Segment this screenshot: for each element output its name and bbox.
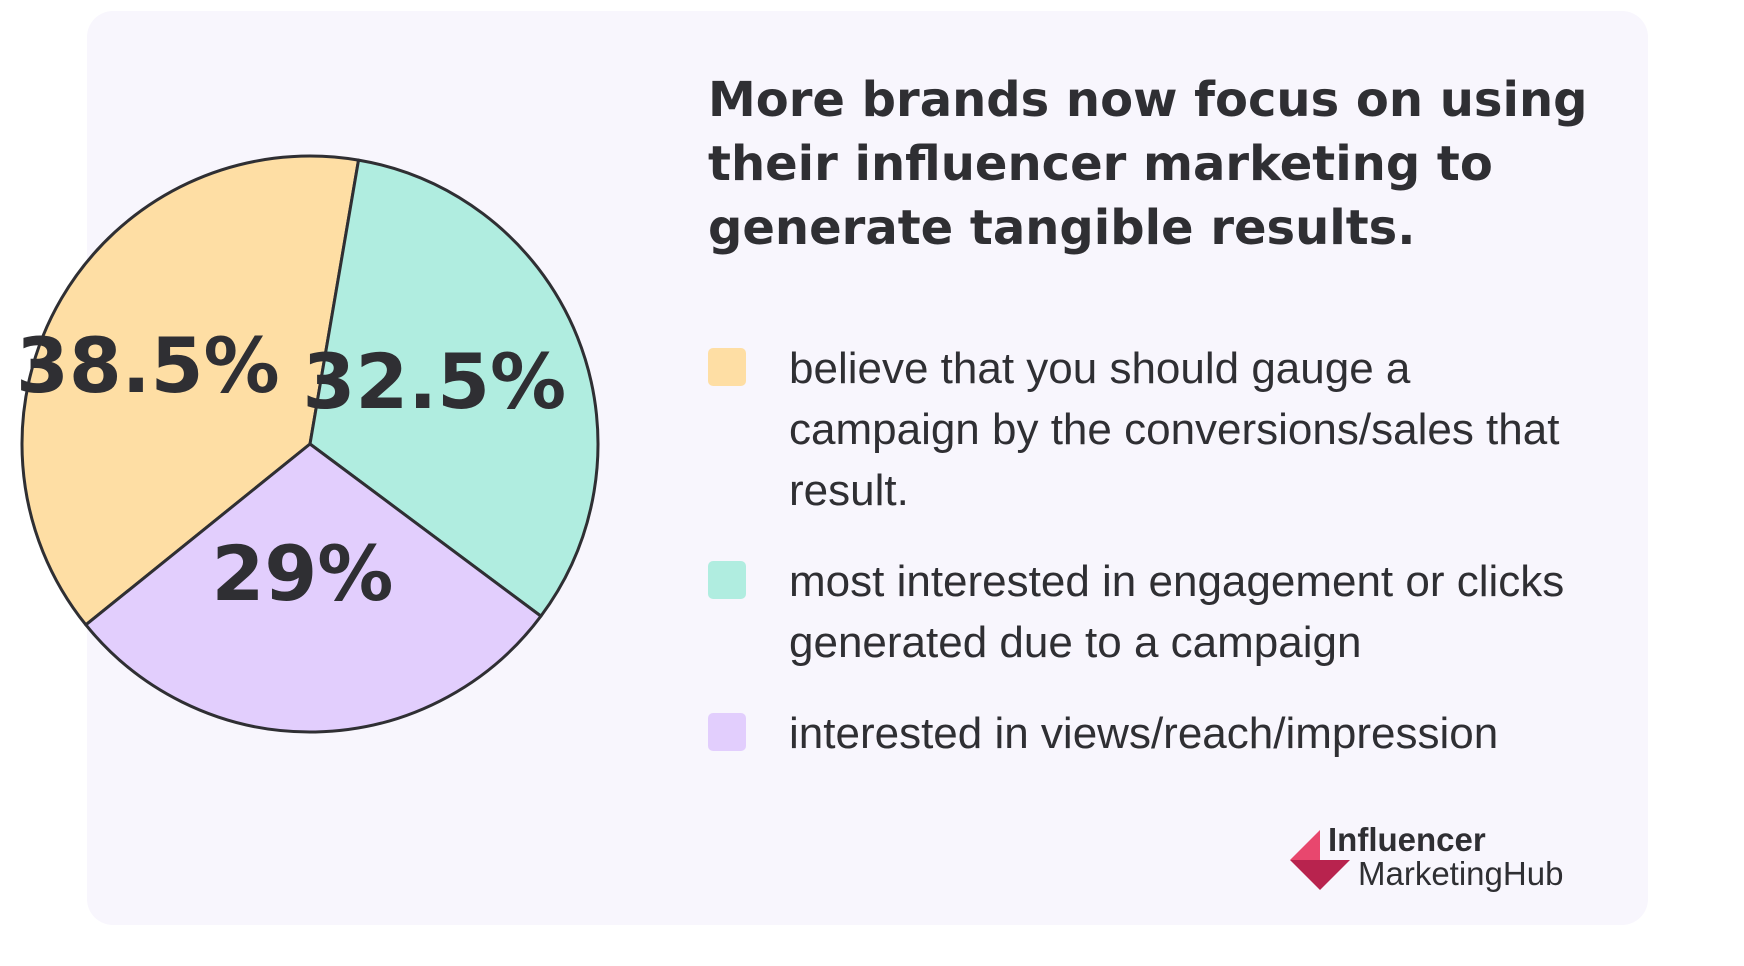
legend-item-views: interested in views/reach/impression xyxy=(708,703,1608,764)
logo-text-influencer: Influencer xyxy=(1328,821,1486,858)
legend-swatch-engagement xyxy=(708,561,746,599)
legend-item-engagement: most interested in engagement or clicks … xyxy=(708,551,1608,673)
slice-label-conversions: 38.5% xyxy=(16,321,280,410)
legend-swatch-views xyxy=(708,713,746,751)
chart-title: More brands now focus on using their inf… xyxy=(708,72,1588,256)
legend-label-engagement: most interested in engagement or clicks … xyxy=(789,557,1565,667)
logo-text-marketinghub: MarketingHub xyxy=(1358,855,1564,892)
legend: believe that you should gauge a campaign… xyxy=(708,338,1608,794)
slice-label-engagement: 32.5% xyxy=(303,337,567,426)
pie-slice-views xyxy=(84,442,543,734)
legend-label-views: interested in views/reach/impression xyxy=(789,709,1499,758)
slice-label-views: 29% xyxy=(212,529,394,618)
legend-label-conversions: believe that you should gauge a campaign… xyxy=(789,344,1560,515)
influencer-marketing-hub-logo-icon xyxy=(1290,830,1350,890)
pie-slice-conversions xyxy=(20,154,361,627)
brand-logo: Influencer MarketingHub xyxy=(1290,822,1610,894)
legend-swatch-conversions xyxy=(708,348,746,386)
legend-item-conversions: believe that you should gauge a campaign… xyxy=(708,338,1608,521)
pie-slice-engagement xyxy=(308,158,600,618)
